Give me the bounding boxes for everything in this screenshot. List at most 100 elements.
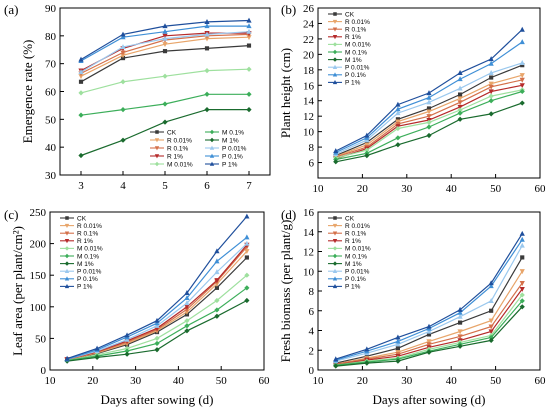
panel-c-y-tick-label: 0 xyxy=(41,365,47,377)
panel-b-legend-m-0-1-marker xyxy=(332,49,338,55)
panel-c-series-p-1-point xyxy=(244,213,250,219)
panel-c-legend-m-1-marker xyxy=(64,261,70,266)
panel-d-series-r-0-01-point xyxy=(426,339,432,345)
panel-d-series-ck-point xyxy=(395,346,400,351)
panel-b-x-tick-label: 60 xyxy=(535,183,547,195)
panel-b-y-tick-label: 20 xyxy=(303,49,315,61)
panel-a-series-p-0-01-point xyxy=(78,69,84,75)
panel-b-series-m-0-1-point xyxy=(519,88,525,95)
panel-d-legend-p-1-label: P 1% xyxy=(345,284,361,291)
panel-b-series-ck-point xyxy=(395,117,400,122)
panel-c-series-m-1-point xyxy=(154,347,160,353)
panel-c-legend-p-0-01-label: P 0.01% xyxy=(77,269,102,276)
panel-b-series-r-0-1-point xyxy=(519,77,525,83)
panel-a-legend: CKR 0.01%R 0.1%R 1%M 0.01%M 0.1%M 1%P 0.… xyxy=(150,129,247,168)
panel-b-series-p-0-1-point xyxy=(488,60,494,66)
panel-c-series-m-0-01-point xyxy=(244,272,250,278)
panel-a-y-axis-title: Emergence rate (%) xyxy=(20,40,35,144)
panel-a-series-r-0-01-point xyxy=(120,53,126,59)
panel-c-series-p-1-point xyxy=(124,332,130,338)
panel-c-series-m-0-1-point xyxy=(124,348,130,354)
panel-a-series-r-0-1-point xyxy=(120,50,126,56)
panel-d-series-p-1-point xyxy=(519,230,525,236)
panel-b-legend-m-0-01-marker xyxy=(332,42,338,47)
panel-a-x-tick-label: 5 xyxy=(162,180,168,192)
panel-c-series-p-0-01-point xyxy=(244,240,250,246)
panel-c-legend-p-1-marker xyxy=(64,283,70,289)
panel-d-legend-m-0-1-marker xyxy=(332,253,338,259)
panel-a-series-m-0-1-point xyxy=(246,91,252,97)
panel-a-series-p-0-01-point xyxy=(162,35,168,41)
panel-d-series-p-1-point xyxy=(457,306,463,312)
panel-a-legend-p-1-label: P 1% xyxy=(222,161,238,168)
panel-a-legend-r-0-01-label: R 0.01% xyxy=(167,137,192,144)
panel-c-y-tick-label: 200 xyxy=(30,239,47,251)
panel-a-series-p-0-01-point xyxy=(204,31,210,37)
panel-label-d: (d) xyxy=(281,207,296,222)
panel-d-series-p-0-1-point xyxy=(457,309,463,315)
panel-a-x-tick-label: 6 xyxy=(204,180,210,192)
panel-d-x-tick-label: 30 xyxy=(401,375,413,387)
panel-c-series-r-1-point xyxy=(214,278,220,284)
panel-c-series-r-0-01-point xyxy=(244,249,250,255)
panel-c-series-m-0-1-point xyxy=(214,307,220,313)
panel-b-series-p-0-1-point xyxy=(395,106,401,112)
panel-a-series-r-0-01-point xyxy=(162,42,168,48)
panel-d-series-r-0-1-point xyxy=(488,324,494,330)
panel-a-series-ck-point xyxy=(204,46,210,51)
panel-b-legend-r-1-label: R 1% xyxy=(345,34,361,41)
panel-a-legend-r-1-label: R 1% xyxy=(167,153,183,160)
panel-d-series-p-1-point xyxy=(426,323,432,329)
panel-a-series-m-1-point xyxy=(246,106,252,113)
panel-b-series-m-0-01-point xyxy=(457,107,463,113)
panel-c-series-m-1-point xyxy=(214,313,220,319)
panel-d-y-tick-label: 10 xyxy=(303,266,315,278)
panel-b-x-tick-label: 30 xyxy=(401,183,413,195)
panel-b-series-r-0-1-point xyxy=(457,100,463,106)
panel-c-legend-r-1-label: R 1% xyxy=(77,238,93,245)
panel-d-x-tick-label: 50 xyxy=(490,375,502,387)
panel-c-series-p-0-01-point xyxy=(184,300,190,306)
panel-b-series-p-0-01-point xyxy=(488,70,494,75)
panel-b-legend-p-0-01-label: P 0.01% xyxy=(345,65,370,72)
panel-b-series-m-0-01-point xyxy=(488,93,494,99)
panel-c-series-m-1-point xyxy=(94,354,100,360)
panel-a-legend-r-1-marker xyxy=(154,154,160,159)
panel-d-y-tick-label: 0 xyxy=(309,365,315,377)
panel-a-x-tick-label: 7 xyxy=(246,180,252,192)
panel-c-y-tick-label: 100 xyxy=(30,302,47,314)
panel-a-legend-p-0-01-label: P 0.01% xyxy=(222,145,247,152)
panel-a-legend-r-0-01-marker xyxy=(154,138,160,143)
panel-b-legend-m-1-label: M 1% xyxy=(345,57,362,64)
panel-c-series-m-0-01-point xyxy=(214,297,220,304)
panel-c-legend-r-1-marker xyxy=(64,239,70,244)
panel-d-series-r-0-01-point xyxy=(488,318,494,324)
panel-b-legend-r-0-01-marker xyxy=(332,19,338,25)
panel-a-series-p-1-point xyxy=(78,56,84,62)
panel-c-legend-r-0-1-marker xyxy=(64,231,70,236)
panel-b-series-p-0-1-point xyxy=(519,39,525,45)
panel-b-series-p-0-01-point xyxy=(519,60,525,65)
panel-b-series-p-0-01-point xyxy=(457,85,463,91)
panel-c-series-p-0-01-point xyxy=(214,269,220,275)
panel-d-series-r-0-01-point xyxy=(519,269,525,275)
panel-d-legend-r-0-01-marker xyxy=(332,223,338,229)
panel-b-y-tick-label: 12 xyxy=(303,111,314,123)
panel-d-series-r-1-point xyxy=(488,329,494,335)
panel-a-legend-m-1-label: M 1% xyxy=(222,137,239,144)
panel-label-a: (a) xyxy=(4,2,18,17)
panel-a-series-m-0-01-point xyxy=(78,90,84,96)
panel-a-y-tick-label: 40 xyxy=(45,142,57,154)
panel-a-legend-m-0-01-label: M 0.01% xyxy=(167,161,193,168)
panel-c-y-tick-label: 50 xyxy=(35,333,47,345)
panel-b-x-tick-label: 50 xyxy=(490,183,502,195)
panel-c-legend-ck-label: CK xyxy=(77,215,87,222)
panel-c-x-axis-title: Days after sowing (d) xyxy=(101,392,214,407)
panel-b-axes-frame xyxy=(317,7,541,179)
panel-d-legend-r-0-1-label: R 0.1% xyxy=(345,231,367,238)
panel-c-x-tick-label: 40 xyxy=(173,375,185,387)
panel-b-series-r-0-01-point xyxy=(426,109,432,115)
panel-c-y-tick-label: 150 xyxy=(30,270,47,282)
panel-c-series-m-1-point xyxy=(124,351,130,357)
panel-b-legend-ck-label: CK xyxy=(345,11,355,18)
